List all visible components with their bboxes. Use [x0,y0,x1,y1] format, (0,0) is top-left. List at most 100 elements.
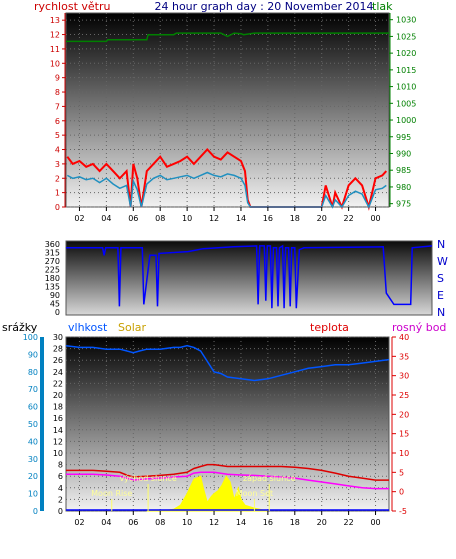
wind-time-tick-label: 02 [74,214,84,223]
rain-humidity-tick-label: 100 [23,333,38,342]
solar-tick-label: 24 [53,368,63,377]
pressure-tick-label: 1020 [396,49,416,58]
temp-time-tick-label: 04 [101,518,111,527]
rain-humidity-tick-label: 80 [28,368,38,377]
temp-time-tick-label: 22 [344,518,354,527]
pressure-tick-label: 1010 [396,83,416,92]
wind-speed-tick-label: 3 [55,160,60,169]
temp-time-tick-label: 16 [263,518,273,527]
pressure-tick-label: 1000 [396,116,416,125]
compass-tick-label: E [437,289,444,302]
temp-time-tick-label: 14 [236,518,246,527]
rain-humidity-tick-label: 70 [28,385,38,394]
rain-humidity-axis: 0 10 20 30 40 50 60 70 80 90 100 [23,333,44,516]
dewpoint-axis-title: rosný bod [392,321,446,334]
wind-direction-plot-area [65,240,433,316]
compass-tick-label: N [437,306,445,319]
temp-time-tick-label: 12 [209,518,219,527]
humidity-axis-title: vlhkost [68,321,108,334]
pressure-tick-label: 995 [396,133,411,142]
direction-degree-tick-label: 225 [45,266,60,275]
solar-tick-label: 4 [58,484,63,493]
humidity-temp-series [65,344,390,512]
rain-humidity-tick-label: 0 [33,507,38,516]
solar-tick-label: 0 [58,507,63,516]
wind-time-tick-label: 06 [128,214,138,223]
direction-degree-tick-label: 180 [45,274,60,283]
temp-time-tick-label: 08 [155,518,165,527]
temperature-tick-label: 20 [399,410,409,419]
wind-time-tick-label: 18 [290,214,300,223]
humidity-line [65,344,390,382]
solar-tick-label: 2 [58,495,63,504]
wind-time-tick-label: 08 [155,214,165,223]
wind-speed-tick-label: 12 [50,31,60,40]
wind-speed-axis-title: rychlost větru [34,0,110,13]
wind-speed-tick-label: 5 [55,131,60,140]
pressure-tick-label: 1030 [396,16,416,25]
wind-speed-tick-label: 13 [50,16,60,25]
rain-axis-title: srážky [2,321,38,334]
pressure-tick-label: 1005 [396,99,416,108]
wind-time-tick-label: 14 [236,214,246,223]
wind-speed-tick-label: 10 [50,59,60,68]
direction-degree-tick-label: 360 [45,240,60,249]
temp-time-tick-label: 02 [74,518,84,527]
solar-tick-label: 14 [53,426,63,435]
wind-speed-tick-label: 9 [55,74,60,83]
direction-degree-tick-label: 135 [45,283,60,292]
wind-gust-line [66,148,388,211]
solar-tick-label: 26 [53,356,63,365]
rain-humidity-tick-label: 50 [28,420,38,429]
compass-tick-label: W [437,255,448,268]
temp-time-tick-label: 00 [370,518,380,527]
solar-tick-label: 20 [53,391,63,400]
rain-humidity-tick-label: 30 [28,455,38,464]
solar-tick-label: 12 [53,437,63,446]
pressure-axis: 975 980 985 990 995 1000 1005 1010 1015 1020 1025 1… [389,13,416,209]
wind-speed-tick-label: 1 [55,189,60,198]
pressure-tick-label: 1015 [396,66,416,75]
wind-average-line [66,171,387,209]
wind-speed-tick-label: 11 [50,45,60,54]
wind-speed-tick-label: 8 [55,88,60,97]
wind-speed-tick-label: 2 [55,174,60,183]
temperature-tick-label: 25 [399,391,409,400]
wind-time-tick-label: 16 [263,214,273,223]
direction-degree-tick-label: 90 [50,291,60,300]
pressure-line [66,32,389,43]
rain-humidity-tick-label: 40 [28,437,38,446]
wind-direction-series [66,244,433,309]
solar-tick-label: 22 [53,379,63,388]
rain-humidity-tick-label: 10 [28,490,38,499]
temperature-tick-label: 40 [399,333,409,342]
wind-time-tick-label: 22 [344,214,354,223]
temperature-tick-label: 35 [399,352,409,361]
rain-humidity-tick-label: 90 [28,350,38,359]
annotation-label: východ slunce [119,474,176,483]
wind-time-tick-label: 04 [101,214,111,223]
temperature-tick-label: 15 [399,430,409,439]
temperature-axis-title: teplota [310,321,349,334]
temp-time-tick-label: 06 [128,518,138,527]
pressure-tick-label: 980 [396,183,411,192]
sun-moon-annotations: Moon Rise východ slunce západ slunce Moon S… [91,474,296,511]
wind-pressure-series [66,32,389,211]
temp-time-tick-label: 18 [290,518,300,527]
wind-speed-tick-label: 4 [55,146,60,155]
temperature-time-axis: 02 04 06 08 10 12 14 16 18 20 22 00 [74,511,381,527]
solar-tick-label: 18 [53,403,63,412]
temperature-tick-label: -5 [399,507,407,516]
wind-speed-tick-label: 7 [55,102,60,111]
solar-tick-label: 16 [53,414,63,423]
annotation-label: západ slunce [243,474,296,483]
pressure-tick-label: 985 [396,166,411,175]
wind-pressure-grid [66,13,389,208]
solar-tick-label: 8 [58,461,63,470]
temp-time-tick-label: 20 [317,518,327,527]
temperature-tick-label: 10 [399,449,409,458]
direction-degree-tick-label: 270 [45,257,60,266]
